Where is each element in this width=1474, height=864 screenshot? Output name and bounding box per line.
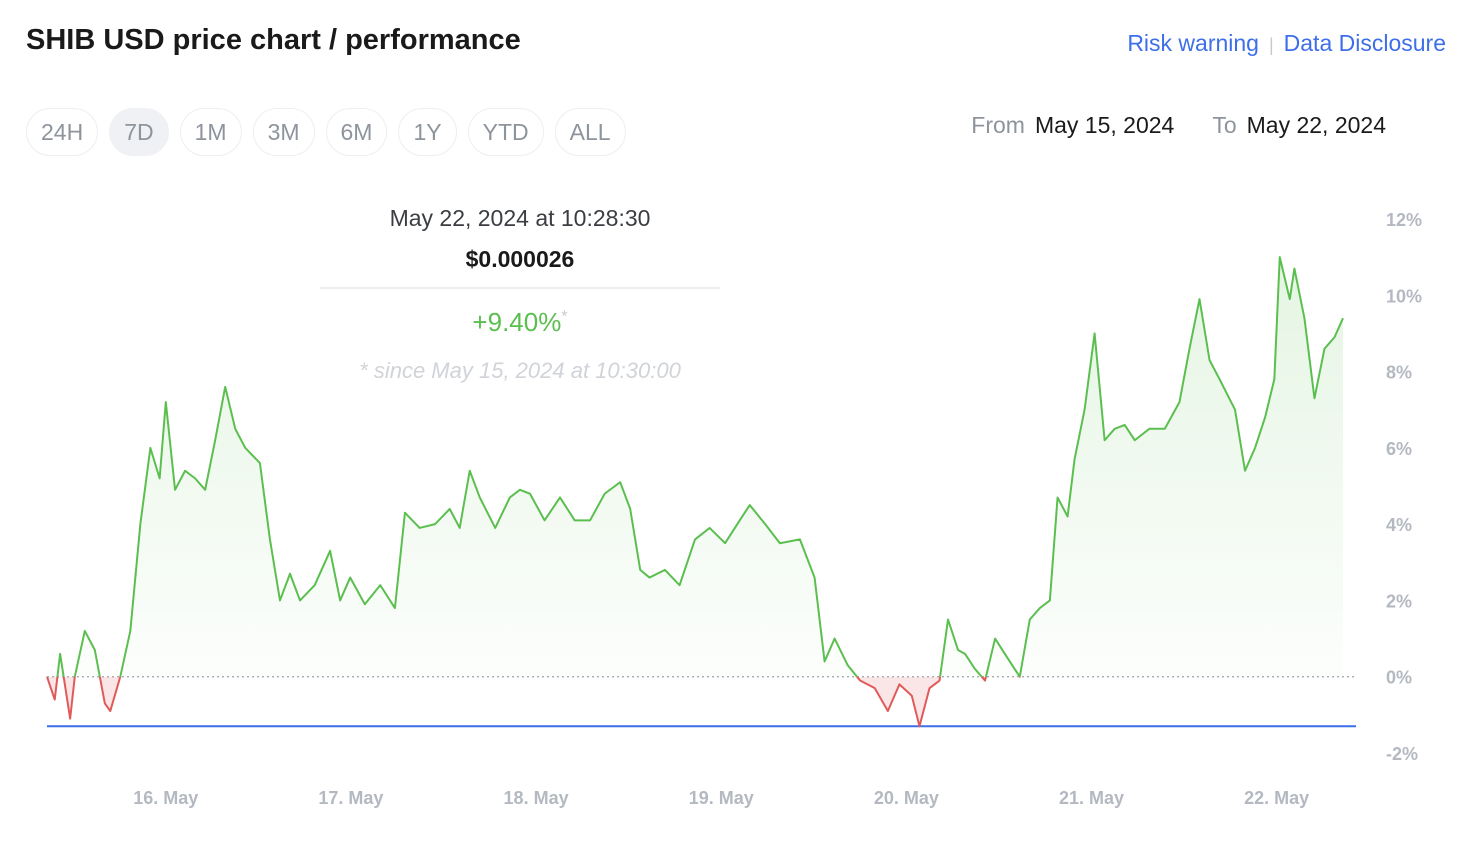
range-button-all[interactable]: ALL [554, 108, 626, 156]
y-tick-label: 6% [1386, 439, 1412, 459]
x-tick-label: 21. May [1059, 788, 1124, 808]
y-tick-label: 8% [1386, 363, 1412, 383]
range-button-24h[interactable]: 24H [26, 108, 99, 156]
range-button-3m[interactable]: 3M [252, 108, 315, 156]
link-separator: | [1268, 35, 1274, 55]
x-tick-label: 20. May [874, 788, 939, 808]
x-tick-label: 16. May [133, 788, 198, 808]
x-tick-label: 17. May [318, 788, 383, 808]
date-range: From May 15, 2024 To May 22, 2024 [971, 112, 1386, 139]
range-button-1m[interactable]: 1M [179, 108, 242, 156]
header-links: Risk warning | Data Disclosure [1127, 30, 1446, 57]
y-tick-label: 0% [1386, 668, 1412, 688]
from-date-input[interactable]: May 15, 2024 [1034, 112, 1175, 138]
data-disclosure-link[interactable]: Data Disclosure [1283, 30, 1446, 56]
range-button-1y[interactable]: 1Y [398, 108, 457, 156]
area-fill-positive [47, 257, 1343, 677]
to-label: To [1212, 112, 1237, 138]
to-date-input[interactable]: May 22, 2024 [1246, 112, 1386, 138]
y-tick-label: 12% [1386, 210, 1422, 230]
chart-tooltip: May 22, 2024 at 10:28:30 $0.000026 +9.40… [320, 205, 720, 384]
x-tick-label: 19. May [689, 788, 754, 808]
risk-warning-link[interactable]: Risk warning [1127, 30, 1259, 56]
series-line-positive [46, 256, 1344, 677]
x-tick-label: 18. May [504, 788, 569, 808]
y-tick-label: 2% [1386, 591, 1412, 611]
tooltip-asterisk: * [561, 308, 568, 326]
tooltip-change: +9.40%* [320, 307, 720, 338]
page-title: SHIB USD price chart / performance [26, 24, 521, 56]
x-tick-label: 22. May [1244, 788, 1309, 808]
from-label: From [971, 112, 1025, 138]
y-tick-label: -2% [1386, 744, 1418, 764]
tooltip-price: $0.000026 [320, 246, 720, 289]
area-fill-negative [47, 676, 986, 727]
range-button-6m[interactable]: 6M [325, 108, 388, 156]
tooltip-since-note: * since May 15, 2024 at 10:30:00 [359, 358, 681, 383]
range-button-7d[interactable]: 7D [109, 108, 169, 156]
tooltip-change-value: +9.40% [472, 307, 562, 337]
range-button-ytd[interactable]: YTD [467, 108, 544, 156]
range-selector: 24H 7D 1M 3M 6M 1Y YTD ALL [26, 108, 626, 156]
y-tick-label: 10% [1386, 286, 1422, 306]
y-tick-label: 4% [1386, 515, 1412, 535]
tooltip-date: May 22, 2024 at 10:28:30 [389, 205, 651, 231]
